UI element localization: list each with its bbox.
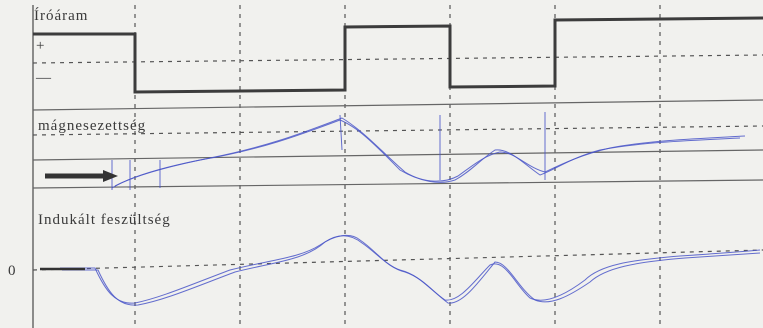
current-label: Íróáram [34, 7, 88, 24]
magnetization-label: mágnesezettség [38, 118, 146, 134]
zero-label: 0 [8, 263, 17, 279]
plus-label: + [36, 38, 45, 54]
diagram: Íróáram + — mágnesezettség Indukált fesz… [0, 0, 763, 328]
induced-voltage-label: Indukált feszültség [38, 212, 171, 228]
paper [0, 0, 763, 328]
minus-label: — [35, 70, 52, 86]
page: {"labels": {"current": "Íróáram", "plus"… [0, 0, 763, 328]
